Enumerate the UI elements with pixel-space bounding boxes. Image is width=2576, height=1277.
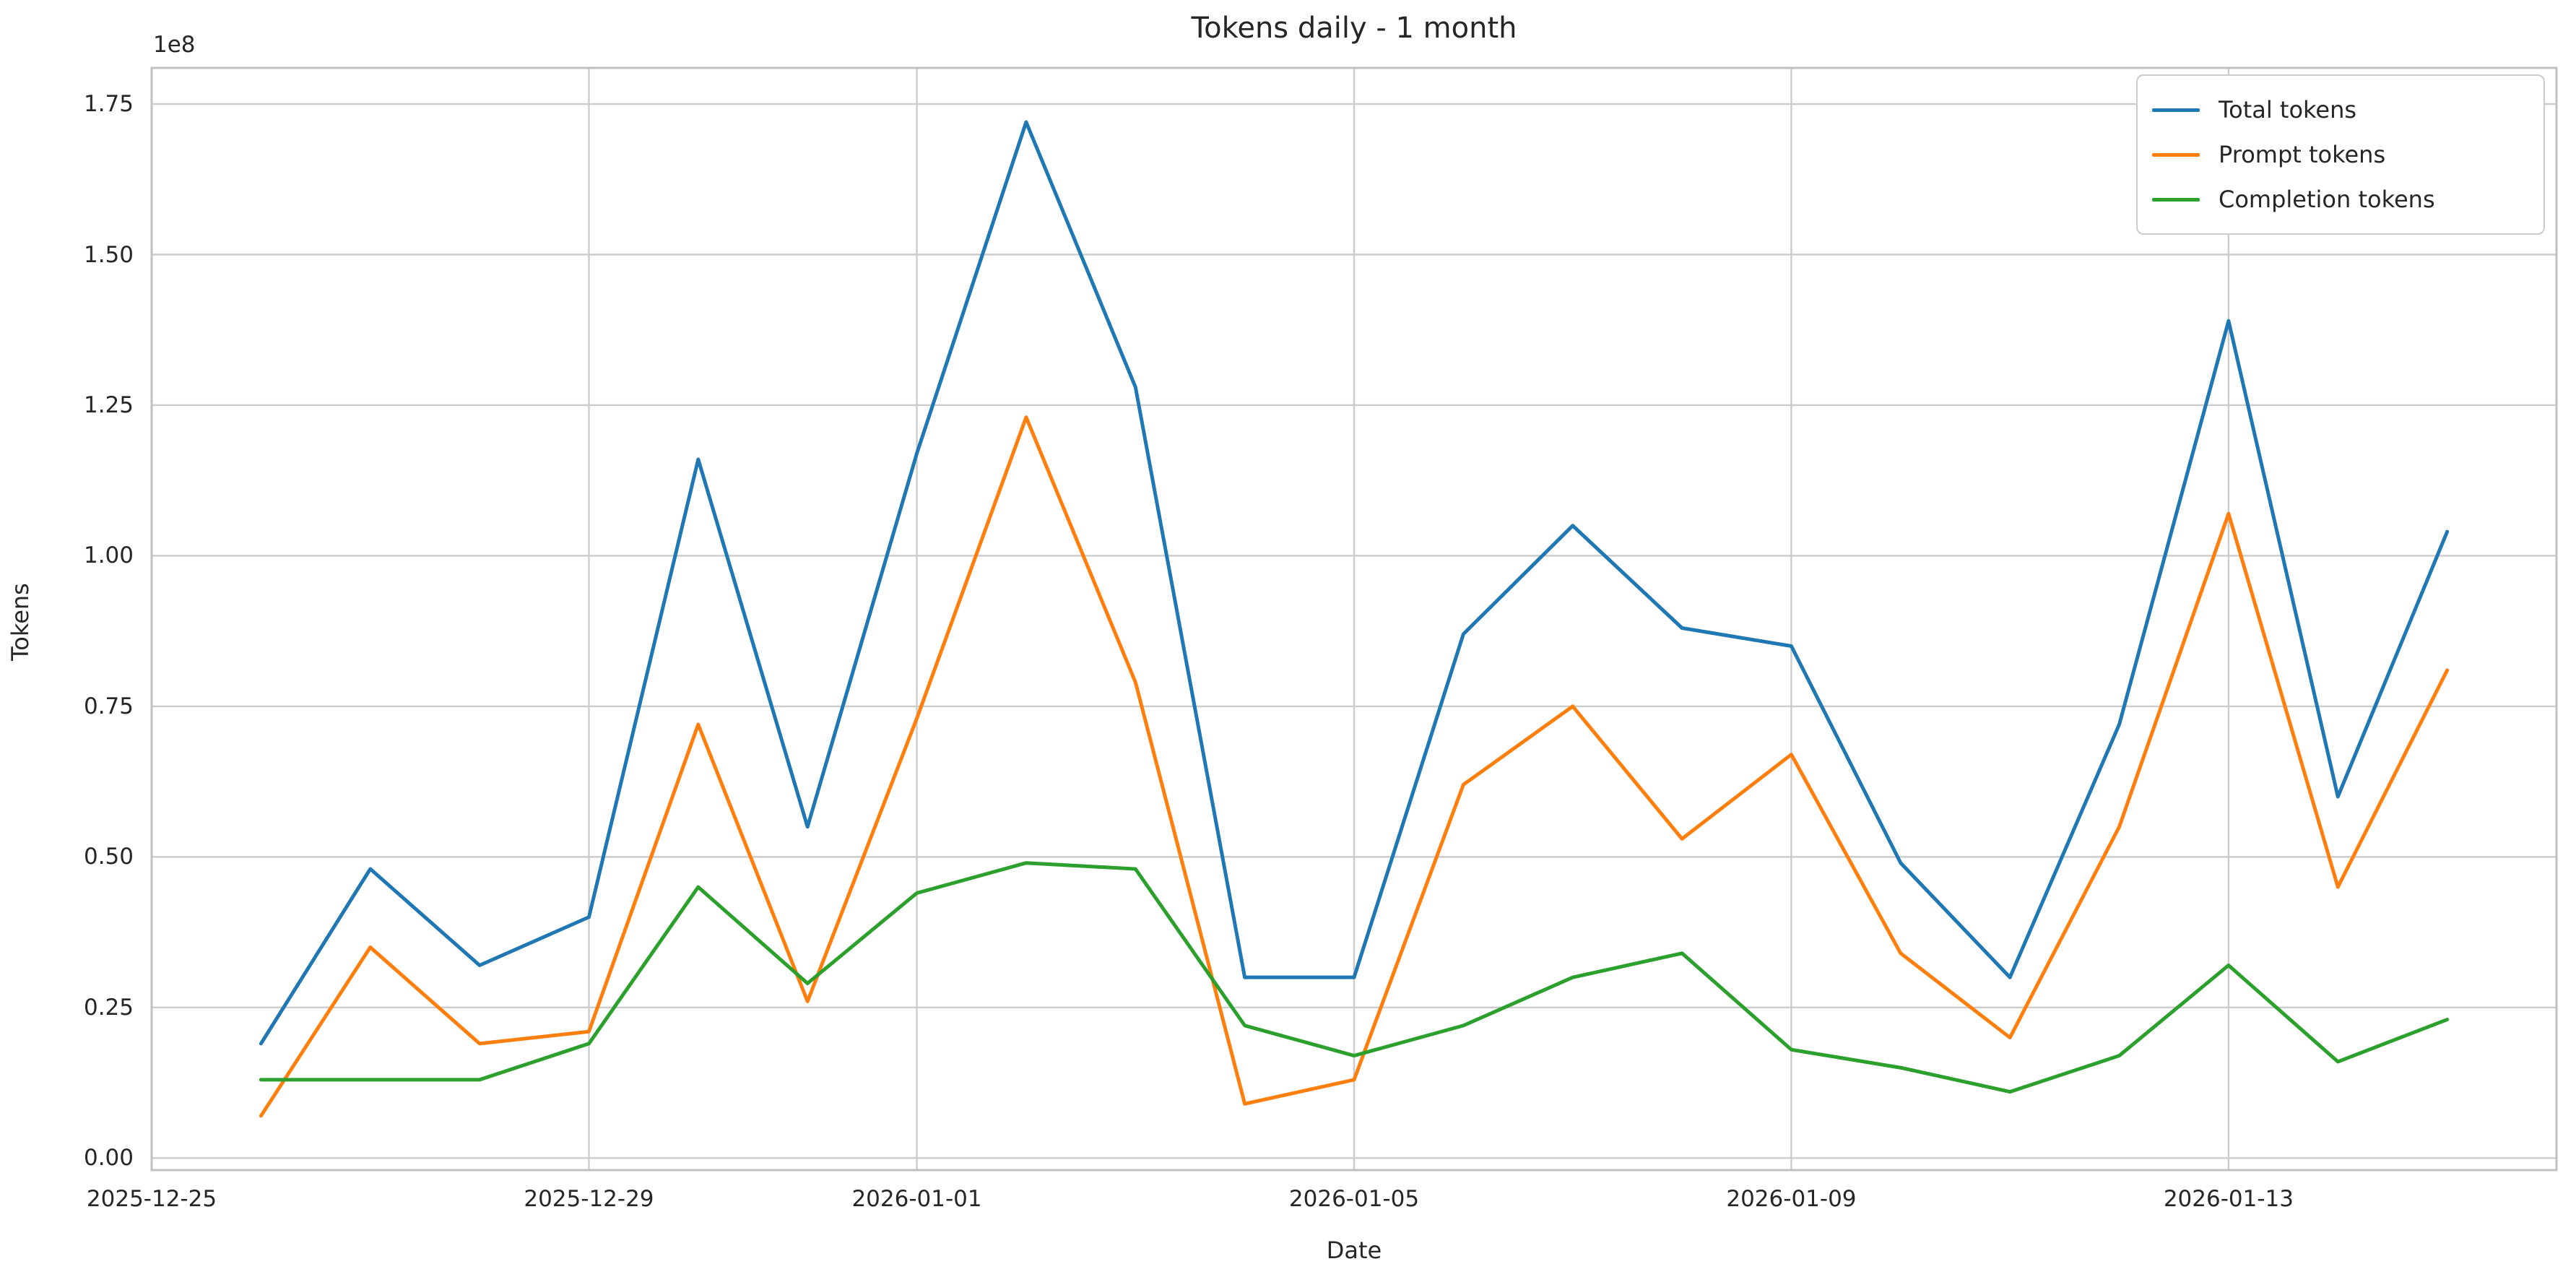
series-line-total-tokens (259, 120, 2450, 1046)
y-tick-label: 0.25 (83, 994, 134, 1021)
legend-entry-label: Completion tokens (2219, 186, 2435, 213)
x-tick-label: 2025-12-29 (524, 1186, 654, 1212)
y-tick-label: 1.00 (83, 542, 134, 569)
chart-title: Tokens daily - 1 month (1191, 12, 1517, 45)
x-tick-label: 2026-01-09 (1726, 1186, 1857, 1212)
y-tick-label: 1.75 (83, 91, 134, 118)
x-tick-label: 2026-01-13 (2163, 1186, 2294, 1212)
legend-entry-label: Prompt tokens (2219, 141, 2386, 168)
legend-entry-label: Total tokens (2219, 96, 2357, 124)
x-tick-label: 2025-12-25 (86, 1186, 217, 1212)
legend-entry: Total tokens (2152, 87, 2526, 132)
y-tick-label: 1.50 (83, 241, 134, 268)
y-tick-label: 0.50 (83, 844, 134, 870)
legend-line-swatch (2152, 197, 2200, 202)
x-tick-label: 2026-01-05 (1288, 1186, 1420, 1212)
y-tick-label: 0.75 (83, 693, 134, 719)
y-tick-label: 0.00 (83, 1145, 134, 1172)
legend-line-swatch (2152, 152, 2200, 157)
axes-frame (150, 66, 2558, 1172)
legend-entry: Completion tokens (2152, 177, 2526, 222)
x-axis-label: Date (1326, 1237, 1382, 1264)
legend-entry: Prompt tokens (2152, 132, 2526, 177)
y-tick-label: 1.25 (83, 391, 134, 418)
y-axis-offset-text: 1e8 (153, 32, 196, 58)
series-line-prompt-tokens (259, 415, 2450, 1118)
legend-line-swatch (2152, 108, 2200, 112)
series-line-completion-tokens (259, 861, 2450, 1094)
legend: Total tokens Prompt tokens Completion toke… (2136, 74, 2545, 235)
x-tick-label: 2026-01-01 (851, 1186, 982, 1212)
